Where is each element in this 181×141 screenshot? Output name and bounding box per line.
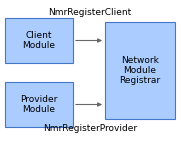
- FancyBboxPatch shape: [5, 18, 73, 63]
- Text: Network
Module
Registrar: Network Module Registrar: [119, 56, 161, 85]
- Text: NmrRegisterClient: NmrRegisterClient: [48, 8, 132, 17]
- Text: NmrRegisterProvider: NmrRegisterProvider: [43, 124, 137, 133]
- FancyBboxPatch shape: [5, 82, 73, 127]
- Text: Provider
Module: Provider Module: [20, 95, 58, 114]
- FancyBboxPatch shape: [105, 22, 175, 119]
- Text: Client
Module: Client Module: [22, 31, 56, 50]
